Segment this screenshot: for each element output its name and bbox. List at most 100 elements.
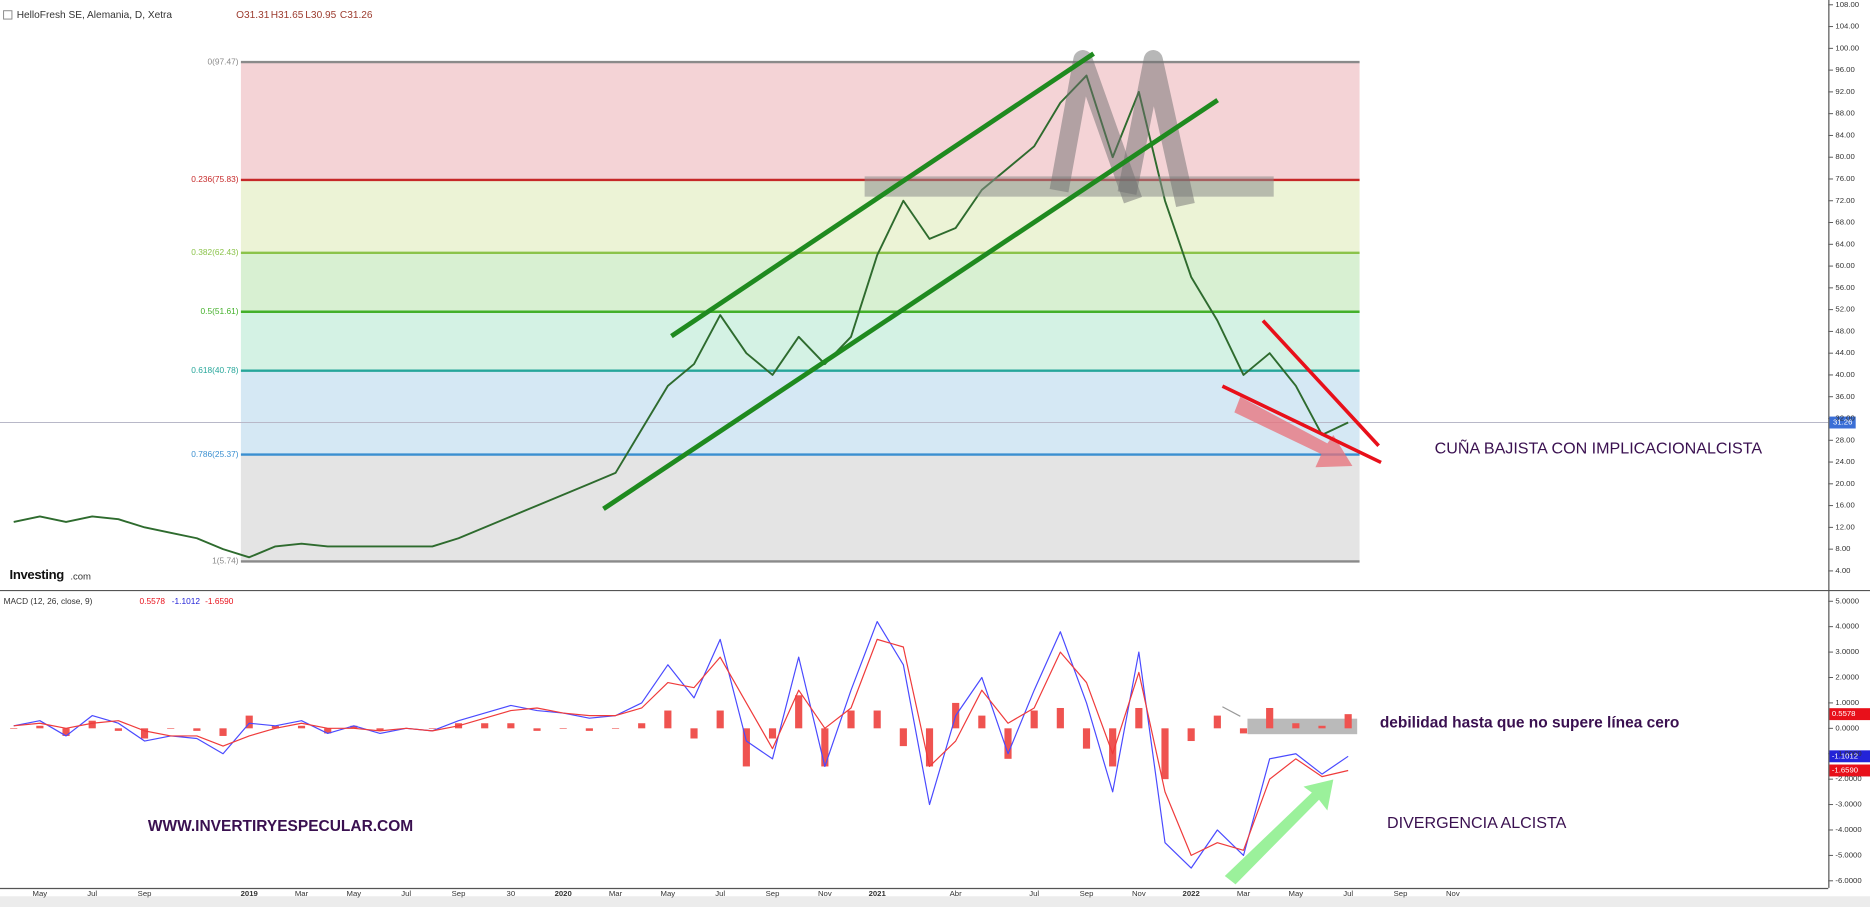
macd-header-value: -1.6590 <box>205 596 234 606</box>
x-tick-label: Abr <box>950 889 962 898</box>
channel-bottom <box>602 98 1219 511</box>
histogram-bar <box>559 728 567 729</box>
price-line <box>13 74 1349 559</box>
histogram-bar <box>1213 715 1221 729</box>
x-tick-label: 2019 <box>241 889 259 898</box>
fib-label: 0.786(25.37) <box>191 449 238 459</box>
histogram-bar <box>1266 707 1274 729</box>
last-price-tag <box>1829 416 1856 429</box>
histogram-bar <box>768 728 777 739</box>
histogram-bar <box>297 725 306 729</box>
y-tick-label: -5.0000 <box>1835 850 1861 859</box>
histogram-bar <box>1135 707 1143 729</box>
y-tick-label: 40.00 <box>1835 370 1854 379</box>
x-tick-label: Jul <box>87 889 97 898</box>
y-tick-label: 36.00 <box>1835 392 1854 401</box>
y-tick-label: 72.00 <box>1835 196 1854 205</box>
logo: Investing <box>10 567 65 582</box>
macd-header-value: -1.1012 <box>172 596 201 606</box>
y-tick-label: -6.0000 <box>1835 876 1861 885</box>
macd-value-tag <box>1829 764 1870 777</box>
histogram-bar <box>690 728 698 739</box>
fib-label: 0.236(75.83) <box>191 174 238 184</box>
price-layer <box>0 74 1829 559</box>
y-tick-label: 12.00 <box>1835 522 1854 531</box>
y-tick-label: 24.00 <box>1835 457 1854 466</box>
x-tick-label: Mar <box>609 889 623 898</box>
y-tick-label: 96.00 <box>1835 65 1854 74</box>
histogram-bar <box>533 728 541 731</box>
histogram-bar <box>585 728 593 731</box>
wedge-bottom <box>1221 384 1382 465</box>
y-tick-label: 1.0000 <box>1835 698 1859 707</box>
toolbar <box>0 896 1870 907</box>
x-tick-label: Sep <box>1080 889 1094 898</box>
y-tick-label: 56.00 <box>1835 283 1854 292</box>
x-tick-label: Mar <box>1237 889 1251 898</box>
x-tick-label: 2022 <box>1183 889 1200 898</box>
fib-band <box>240 311 1360 371</box>
ohlc-open: O31.31 <box>236 10 270 21</box>
y-tick-label: 76.00 <box>1835 174 1854 183</box>
histogram-bar <box>324 728 332 734</box>
macd-value-label: -1.1012 <box>1832 751 1858 760</box>
histogram-bar <box>1004 728 1012 759</box>
histogram-bar <box>193 728 201 731</box>
histogram-bar <box>1292 723 1300 729</box>
x-tick-label: May <box>347 889 362 898</box>
channel-top <box>670 51 1095 339</box>
fib-label: 0.618(40.78) <box>191 365 238 375</box>
signal-line <box>13 638 1349 856</box>
x-tick-label: 2020 <box>555 889 572 898</box>
y-tick-label: 52.00 <box>1835 305 1854 314</box>
histogram-bar <box>1239 728 1248 734</box>
histogram-bar <box>716 710 724 729</box>
fib-label: 1(5.74) <box>212 556 239 566</box>
x-tick-label: May <box>661 889 676 898</box>
y-tick-label: 5.0000 <box>1835 596 1859 605</box>
fib-label: 0.382(62.43) <box>191 247 238 257</box>
histogram-bar <box>219 728 227 736</box>
y-tick-label: -3.0000 <box>1835 800 1861 809</box>
y-tick-label: -1.0000 <box>1835 749 1861 758</box>
y-tick-label: 8.00 <box>1835 544 1850 553</box>
x-tick-label: Jul <box>1029 889 1039 898</box>
y-tick-label: 48.00 <box>1835 326 1854 335</box>
x-tick-label: Sep <box>1394 889 1408 898</box>
x-tick-label: Nov <box>1446 889 1460 898</box>
x-tick-label: 30 <box>507 889 516 898</box>
wedge-top <box>1261 319 1380 447</box>
fib-band <box>240 454 1360 562</box>
fib-band <box>240 252 1360 312</box>
histogram-bar <box>873 710 881 729</box>
macd-value-label: 0.5578 <box>1832 709 1856 718</box>
y-tick-label: 60.00 <box>1835 261 1854 270</box>
x-tick-label: Jul <box>715 889 725 898</box>
histogram-bar <box>62 728 70 736</box>
y-tick-label: 20.00 <box>1835 479 1854 488</box>
histogram-bar <box>1109 728 1117 767</box>
y-tick-label: 16.00 <box>1835 501 1854 510</box>
histogram-bar <box>271 725 279 729</box>
y-tick-label: 108.00 <box>1835 0 1859 9</box>
histogram-bar <box>350 725 358 729</box>
last-price-label: 31.26 <box>1833 418 1852 427</box>
zero-line-annotation: debilidad hasta que no supere línea cero <box>1380 715 1680 732</box>
y-tick-label: 104.00 <box>1835 22 1859 31</box>
x-tick-label: Mar <box>295 889 309 898</box>
x-tick-label: May <box>1289 889 1304 898</box>
divergence-arrow <box>1224 779 1334 885</box>
ohlc-close: C31.26 <box>340 10 373 21</box>
y-tick-label: 0.0000 <box>1835 723 1859 732</box>
zero-pointer <box>1222 706 1241 717</box>
ohlc-high: H31.65 <box>271 10 304 21</box>
histogram-bar <box>899 728 907 747</box>
x-tick-label: Sep <box>452 889 466 898</box>
histogram-bar <box>821 728 829 767</box>
histogram-bar <box>1082 728 1091 749</box>
y-tick-label: 64.00 <box>1835 239 1854 248</box>
y-tick-label: 92.00 <box>1835 87 1854 96</box>
y-tick-label: 88.00 <box>1835 109 1854 118</box>
